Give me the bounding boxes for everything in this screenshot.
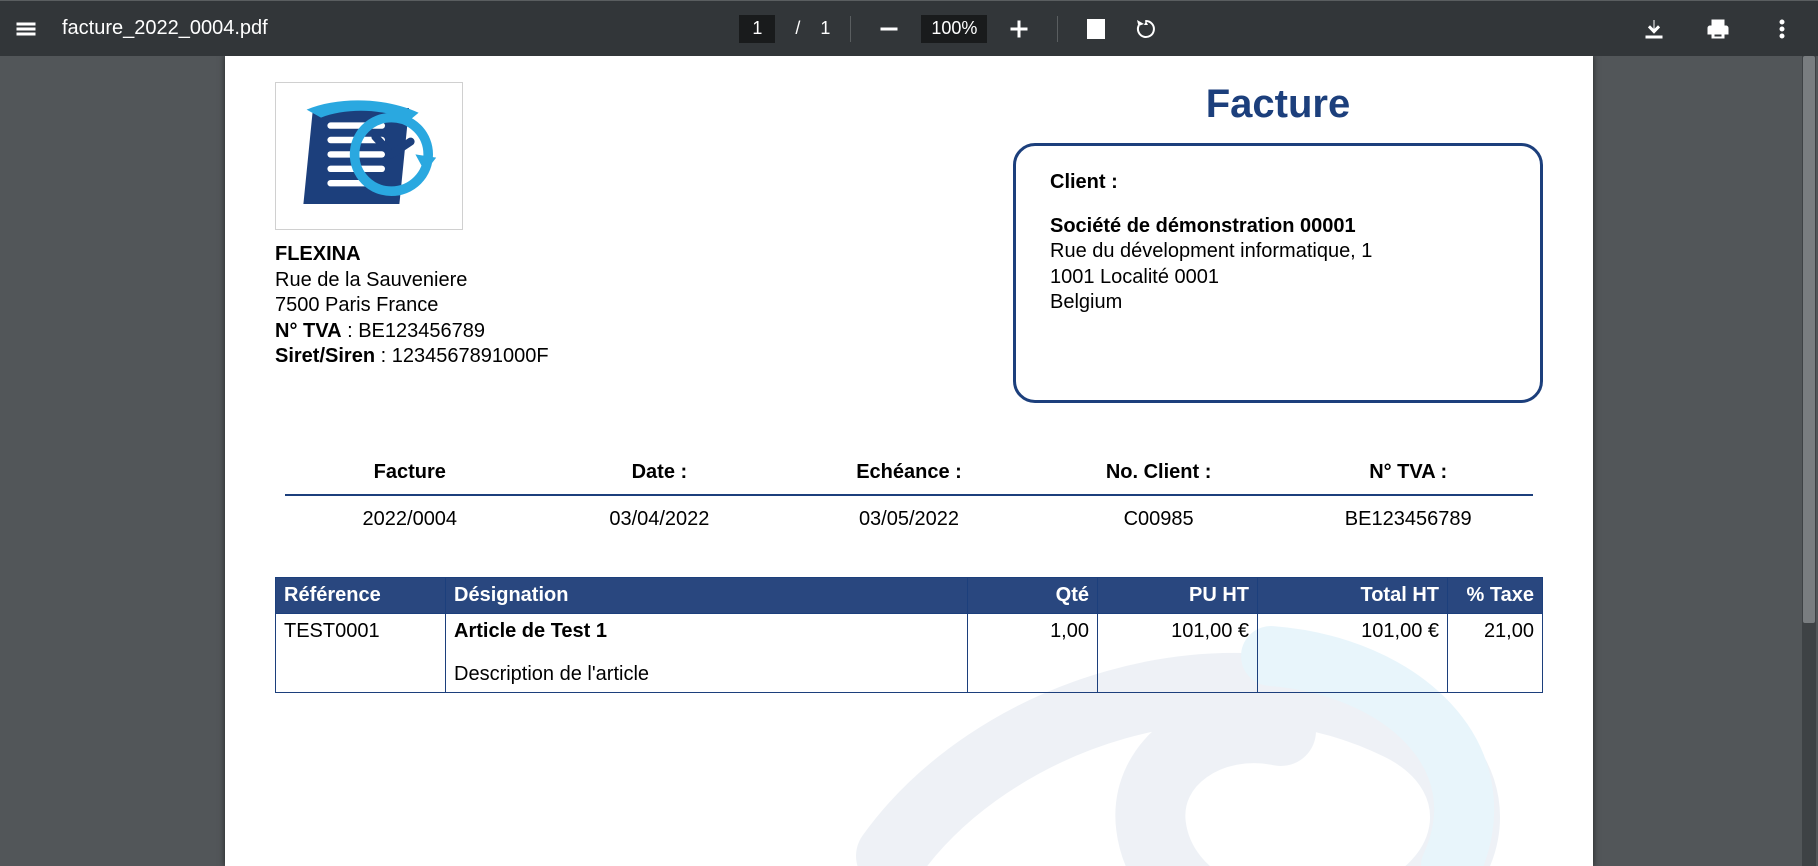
page-total: 1 [820, 18, 830, 39]
more-icon[interactable] [1764, 11, 1800, 47]
divider [1057, 16, 1058, 42]
cell-tax: 21,00 [1448, 614, 1543, 650]
client-box: Client : Société de démonstration 00001 … [1013, 143, 1543, 403]
cell-des: Article de Test 1 [446, 614, 968, 650]
zoom-level[interactable]: 100% [921, 15, 987, 43]
meta-header-number: Facture [285, 457, 535, 494]
page-number-input[interactable] [739, 15, 775, 43]
cell-ref: TEST0001 [276, 614, 446, 650]
table-row: TEST0001 Article de Test 1 1,00 101,00 €… [276, 614, 1543, 650]
meta-value-vat: BE123456789 [1283, 496, 1533, 531]
vendor-address-1: Rue de la Sauveniere [275, 268, 549, 294]
meta-header-vat: N° TVA : [1283, 457, 1533, 494]
pdf-toolbar: facture_2022_0004.pdf / 1 100% [0, 0, 1818, 56]
cell-pu: 101,00 € [1098, 614, 1258, 650]
vendor-block: FLEXINA Rue de la Sauveniere 7500 Paris … [275, 242, 549, 370]
meta-value-number: 2022/0004 [285, 496, 535, 531]
items-table: Référence Désignation Qté PU HT Total HT… [275, 577, 1543, 693]
vendor-address-2: 7500 Paris France [275, 293, 549, 319]
vendor-vat: BE123456789 [358, 320, 485, 342]
document-filename: facture_2022_0004.pdf [62, 17, 268, 40]
col-tot: Total HT [1258, 578, 1448, 614]
items-header-row: Référence Désignation Qté PU HT Total HT… [276, 578, 1543, 614]
meta-header-customer: No. Client : [1034, 457, 1284, 494]
client-country: Belgium [1050, 290, 1506, 316]
client-name: Société de démonstration 00001 [1050, 214, 1506, 240]
cell-tot: 101,00 € [1258, 614, 1448, 650]
pdf-workspace: FLEXINA Rue de la Sauveniere 7500 Paris … [0, 56, 1818, 866]
col-des: Désignation [446, 578, 968, 614]
vendor-logo [275, 82, 463, 230]
vendor-vat-label: N° TVA [275, 320, 342, 342]
col-ref: Référence [276, 578, 446, 614]
col-tax: % Taxe [1448, 578, 1543, 614]
cell-description: Description de l'article [446, 649, 968, 693]
cell-qty: 1,00 [968, 614, 1098, 650]
col-pu: PU HT [1098, 578, 1258, 614]
print-icon[interactable] [1700, 11, 1736, 47]
menu-icon[interactable] [8, 11, 44, 47]
pdf-page: FLEXINA Rue de la Sauveniere 7500 Paris … [225, 56, 1593, 866]
meta-header-due: Echéance : [784, 457, 1034, 494]
vendor-siret: 1234567891000F [392, 345, 549, 367]
document-title: Facture [1013, 82, 1543, 127]
invoice-meta: Facture Date : Echéance : No. Client : N… [275, 457, 1543, 531]
client-address-2: 1001 Localité 0001 [1050, 265, 1506, 291]
download-icon[interactable] [1636, 11, 1672, 47]
col-qty: Qté [968, 578, 1098, 614]
meta-value-customer: C00985 [1034, 496, 1284, 531]
zoom-in-icon[interactable] [1001, 11, 1037, 47]
client-label: Client : [1050, 170, 1506, 196]
vendor-name: FLEXINA [275, 242, 549, 268]
scrollbar-thumb[interactable] [1803, 56, 1815, 623]
page-separator: / [789, 18, 806, 39]
meta-header-date: Date : [535, 457, 785, 494]
vendor-siret-label: Siret/Siren [275, 345, 375, 367]
meta-value-due: 03/05/2022 [784, 496, 1034, 531]
meta-value-date: 03/04/2022 [535, 496, 785, 531]
fit-page-icon[interactable] [1078, 11, 1114, 47]
divider [850, 16, 851, 42]
table-row: Description de l'article [276, 649, 1543, 693]
zoom-out-icon[interactable] [871, 11, 907, 47]
client-address-1: Rue du dévelopment informatique, 1 [1050, 239, 1506, 265]
scrollbar[interactable] [1802, 56, 1816, 866]
rotate-icon[interactable] [1128, 11, 1164, 47]
